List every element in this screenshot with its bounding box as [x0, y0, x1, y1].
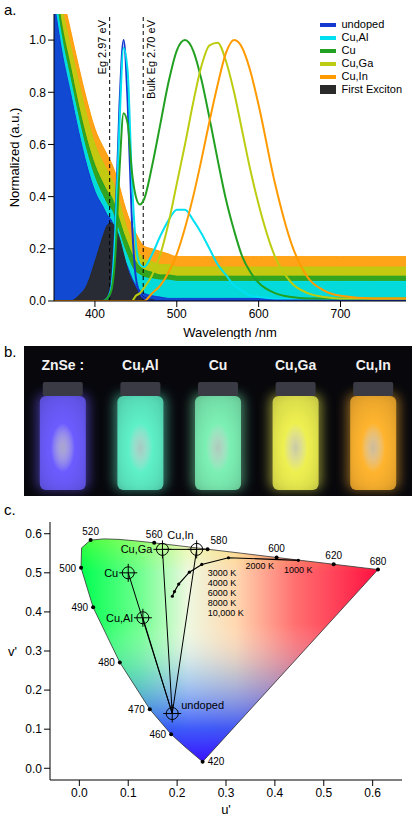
svg-text:0.5: 0.5 [25, 566, 42, 580]
svg-text:0.0: 0.0 [29, 294, 46, 308]
svg-text:Cu: Cu [104, 567, 118, 579]
svg-text:v': v' [8, 644, 17, 659]
svg-text:Cu,Al: Cu,Al [122, 357, 159, 373]
html-text:First Exciton: First Exciton [341, 83, 402, 95]
svg-text:0.3: 0.3 [218, 786, 235, 800]
svg-text:0.0: 0.0 [71, 786, 88, 800]
svg-text:580: 580 [211, 535, 228, 546]
html-text:undoped: undoped [341, 18, 385, 30]
svg-text:4000 K: 4000 K [208, 578, 237, 588]
html-text:Cu: Cu [341, 44, 356, 56]
html-text:a.: a. [4, 1, 17, 18]
svg-text:1.0: 1.0 [29, 33, 46, 47]
svg-text:500: 500 [59, 563, 76, 574]
svg-text:undoped: undoped [181, 699, 224, 711]
html-text:Cu,Al: Cu,Al [341, 31, 369, 43]
svg-text:u': u' [221, 802, 231, 816]
svg-text:680: 680 [370, 556, 387, 567]
svg-text:Normalized (a.u.): Normalized (a.u.) [7, 108, 22, 208]
svg-text:480: 480 [98, 657, 115, 668]
svg-text:0.6: 0.6 [29, 138, 46, 152]
svg-text:460: 460 [149, 729, 166, 740]
svg-text:0.0: 0.0 [25, 762, 42, 776]
svg-text:600: 600 [268, 543, 285, 554]
svg-text:0.5: 0.5 [315, 786, 332, 800]
svg-text:0.2: 0.2 [169, 786, 186, 800]
svg-text:560: 560 [146, 529, 163, 540]
svg-text:0.4: 0.4 [25, 605, 42, 619]
svg-text:Cu,In: Cu,In [356, 357, 391, 373]
svg-text:Cu: Cu [209, 357, 228, 373]
svg-text:Cu,Ga: Cu,Ga [121, 543, 154, 555]
svg-text:400: 400 [85, 307, 105, 321]
svg-text:500: 500 [167, 307, 187, 321]
html-text:Cu,In: Cu,In [341, 70, 368, 82]
svg-text:620: 620 [325, 550, 342, 561]
svg-text:0.2: 0.2 [29, 242, 46, 256]
svg-text:0.8: 0.8 [29, 86, 46, 100]
svg-text:Cu,Ga: Cu,Ga [275, 357, 316, 373]
svg-text:8000 K: 8000 K [208, 598, 237, 608]
svg-text:2000 K: 2000 K [246, 561, 275, 571]
svg-text:1000 K: 1000 K [284, 565, 313, 575]
svg-text:0.3: 0.3 [25, 644, 42, 658]
html-text:Cu,Ga: Cu,Ga [341, 57, 374, 69]
svg-text:0.2: 0.2 [25, 683, 42, 697]
svg-text:ZnSe :: ZnSe : [41, 357, 84, 373]
html-text:b.: b. [4, 343, 17, 360]
svg-text:0.4: 0.4 [29, 190, 46, 204]
svg-text:0.4: 0.4 [267, 786, 284, 800]
svg-text:0.1: 0.1 [120, 786, 137, 800]
svg-text:3000 K: 3000 K [208, 568, 237, 578]
svg-text:10,000 K: 10,000 K [208, 608, 244, 618]
svg-text:0.6: 0.6 [25, 527, 42, 541]
svg-text:0.6: 0.6 [364, 786, 381, 800]
svg-text:700: 700 [330, 307, 350, 321]
html-text:c.: c. [4, 501, 16, 518]
svg-text:Eg 2.97 eV: Eg 2.97 eV [96, 19, 108, 74]
svg-text:Wavelength /nm: Wavelength /nm [183, 325, 276, 339]
svg-text:Cu,In: Cu,In [167, 529, 193, 541]
svg-text:490: 490 [71, 602, 88, 613]
svg-text:Cu,Al: Cu,Al [106, 612, 133, 624]
svg-text:6000 K: 6000 K [208, 588, 237, 598]
svg-text:0.1: 0.1 [25, 722, 42, 736]
svg-text:600: 600 [249, 307, 269, 321]
svg-text:420: 420 [208, 756, 225, 767]
svg-text:Bulk Eg 2.70 eV: Bulk Eg 2.70 eV [145, 19, 157, 99]
svg-text:470: 470 [128, 704, 145, 715]
svg-text:520: 520 [82, 526, 99, 537]
